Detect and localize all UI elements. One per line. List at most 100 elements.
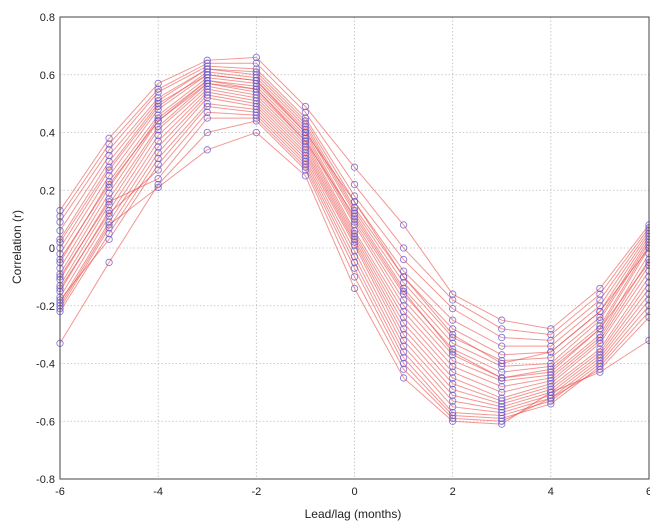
data-point — [252, 99, 260, 108]
data-point — [301, 149, 310, 157]
data-point — [154, 160, 162, 168]
data-point — [301, 154, 310, 163]
data-point — [252, 73, 260, 82]
data-point — [449, 403, 457, 411]
data-point — [252, 105, 260, 114]
data-point — [350, 198, 359, 206]
data-point — [498, 351, 506, 359]
data-point — [449, 348, 457, 356]
data-point — [105, 221, 113, 229]
data-point — [596, 322, 604, 330]
data-point — [105, 151, 113, 160]
data-point — [252, 102, 260, 111]
data-point — [596, 359, 604, 368]
data-point — [498, 394, 506, 402]
data-point — [301, 137, 310, 145]
data-point — [301, 166, 310, 174]
data-point — [596, 356, 604, 365]
data-point — [596, 325, 604, 333]
data-point — [252, 68, 260, 76]
data-point — [154, 79, 162, 88]
data-point — [399, 313, 408, 321]
data-point — [449, 339, 457, 347]
data-point — [449, 391, 457, 399]
data-point — [301, 117, 310, 125]
series-line — [59, 131, 650, 425]
data-point — [105, 177, 113, 186]
data-point — [399, 336, 408, 345]
data-point — [449, 325, 457, 333]
data-point — [301, 125, 310, 134]
data-point — [449, 316, 457, 324]
data-point — [547, 371, 555, 379]
data-point — [105, 157, 113, 166]
data-point — [449, 385, 457, 394]
data-point — [154, 99, 162, 108]
data-point — [301, 151, 310, 160]
data-point — [105, 140, 113, 148]
data-point — [105, 163, 113, 171]
data-point — [596, 330, 604, 339]
data-point — [547, 377, 555, 385]
data-point — [154, 123, 162, 131]
data-point — [449, 351, 457, 359]
data-point — [399, 365, 408, 373]
data-point — [203, 56, 211, 64]
data-point — [301, 102, 310, 111]
data-point — [547, 330, 555, 339]
data-point — [301, 146, 310, 154]
data-point — [154, 117, 162, 125]
data-point — [596, 296, 604, 304]
data-point — [203, 114, 211, 122]
data-point — [105, 180, 113, 189]
data-point — [449, 397, 457, 405]
data-point — [154, 137, 162, 145]
data-point — [596, 336, 604, 345]
data-point — [105, 166, 113, 174]
data-point — [498, 377, 506, 385]
data-point — [203, 65, 211, 73]
data-point — [252, 79, 260, 88]
data-point — [301, 108, 310, 116]
data-point — [350, 221, 359, 229]
data-point — [252, 114, 260, 122]
data-point — [350, 241, 359, 249]
data-point — [301, 172, 310, 180]
data-point — [449, 296, 457, 304]
data-point — [203, 79, 211, 88]
x-tick-label: -4 — [153, 486, 163, 498]
data-point — [105, 224, 113, 232]
data-point — [498, 356, 506, 365]
data-point — [301, 128, 310, 137]
data-point — [399, 319, 408, 327]
data-point — [350, 232, 359, 241]
data-point — [399, 244, 408, 252]
data-point — [449, 333, 457, 342]
data-point — [154, 102, 162, 111]
data-point — [154, 114, 162, 122]
data-point — [596, 348, 604, 356]
data-point — [203, 88, 211, 96]
data-point — [203, 73, 211, 82]
series-line — [59, 56, 650, 330]
data-point — [498, 411, 506, 420]
data-point — [596, 365, 604, 373]
data-point — [203, 94, 211, 102]
data-point — [154, 183, 162, 192]
data-point — [105, 146, 113, 154]
data-point — [154, 180, 162, 189]
data-point — [105, 209, 113, 218]
y-tick-label: 0.6 — [40, 70, 55, 82]
data-point — [498, 417, 506, 425]
data-point — [547, 394, 555, 402]
data-point — [203, 76, 211, 85]
data-point — [301, 131, 310, 140]
y-tick-label: 0 — [49, 243, 55, 255]
data-point — [252, 76, 260, 85]
data-point — [547, 400, 555, 408]
data-point — [154, 88, 162, 96]
data-point — [498, 397, 506, 405]
data-point — [350, 192, 359, 200]
data-point — [154, 154, 162, 163]
data-point — [203, 71, 211, 79]
